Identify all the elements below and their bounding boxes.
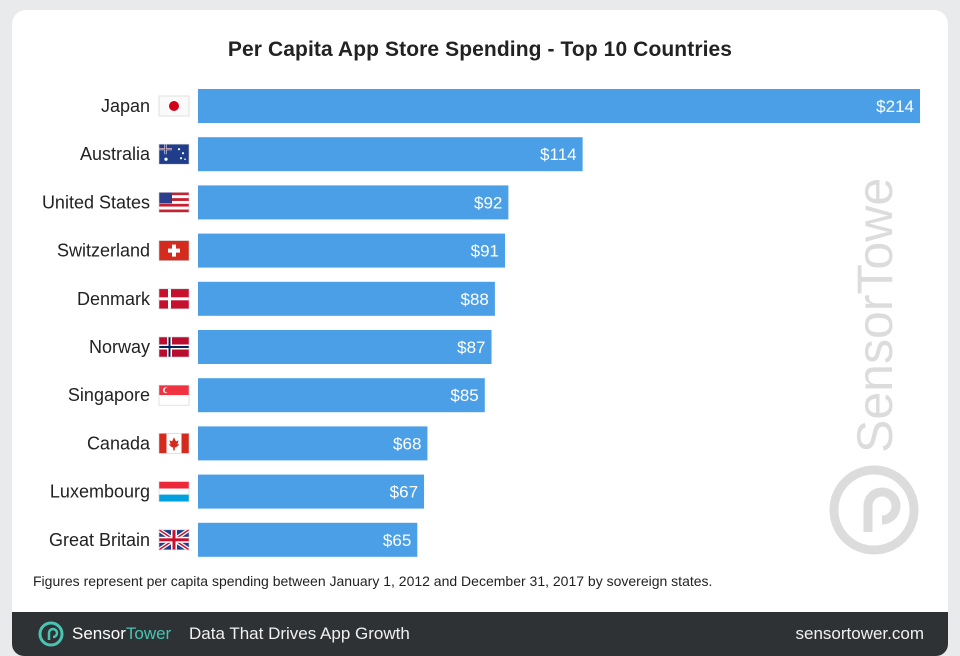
bar-canada: [198, 426, 428, 461]
value-label-switzerland: $91: [471, 242, 499, 261]
footer-brand: SensorTower: [72, 624, 172, 643]
category-label-united-states: United States: [42, 192, 150, 212]
sensortower-watermark: SensorTower: [800, 161, 930, 558]
category-label-canada: Canada: [87, 433, 151, 453]
category-label-australia: Australia: [80, 144, 151, 164]
chart-title: Per Capita App Store Spending - Top 10 C…: [227, 38, 733, 61]
watermark-text: SensorTower: [847, 178, 903, 453]
value-label-singapore: $85: [450, 386, 478, 405]
value-label-denmark: $88: [461, 290, 489, 309]
value-label-japan: $214: [876, 97, 914, 116]
bar-norway: [198, 330, 492, 364]
us-flag-icon: [158, 192, 190, 213]
bar-japan: [198, 89, 920, 123]
canada-flag-icon: [158, 433, 190, 454]
switzerland-flag-icon: [158, 240, 190, 261]
footer-url[interactable]: sensortower.com: [795, 624, 925, 643]
category-label-singapore: Singapore: [68, 385, 150, 405]
footnote: Figures represent per capita spending be…: [33, 573, 713, 589]
denmark-flag-icon: [158, 288, 190, 310]
bar-chart: $214 Japan $114 Australia $92 United States $9…: [42, 89, 920, 557]
category-label-luxembourg: Luxembourg: [50, 482, 150, 502]
uk-flag-icon: [157, 528, 191, 552]
value-label-luxembourg: $67: [390, 483, 418, 502]
footer-bar: SensorTower Data That Drives App Growth …: [12, 612, 948, 656]
bar-singapore: [198, 378, 485, 413]
category-label-switzerland: Switzerland: [57, 241, 150, 261]
value-label-norway: $87: [457, 338, 485, 357]
singapore-flag-icon: [158, 384, 190, 406]
category-label-norway: Norway: [89, 337, 150, 357]
watermark-logo-icon: [829, 465, 919, 555]
footer-tagline: Data That Drives App Growth: [189, 624, 410, 643]
bar-switzerland: [198, 233, 506, 268]
value-label-canada: $68: [393, 434, 421, 453]
australia-flag-icon: [158, 143, 190, 165]
sensortower-logo-icon: [38, 621, 64, 647]
bar-great-britain: [198, 522, 418, 557]
luxembourg-flag-icon: [158, 481, 190, 502]
category-label-denmark: Denmark: [77, 289, 151, 309]
japan-flag-icon: [158, 95, 190, 117]
bar-denmark: [198, 281, 495, 316]
bar-australia: [198, 137, 583, 172]
category-label-great-britain: Great Britain: [49, 530, 150, 550]
norway-flag-icon: [158, 336, 190, 358]
bar-luxembourg: [198, 474, 425, 509]
value-label-united-states: $92: [474, 193, 502, 212]
category-label-japan: Japan: [101, 96, 150, 116]
value-label-great-britain: $65: [383, 531, 411, 550]
bar-united-states: [198, 185, 509, 220]
value-label-australia: $114: [540, 145, 577, 164]
